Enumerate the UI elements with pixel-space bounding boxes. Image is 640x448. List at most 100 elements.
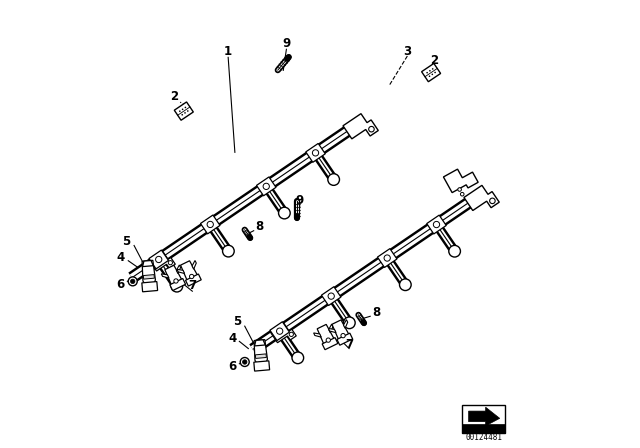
Circle shape	[243, 360, 247, 364]
Polygon shape	[149, 251, 175, 271]
Circle shape	[131, 279, 135, 284]
Circle shape	[399, 279, 411, 291]
Text: 8: 8	[255, 220, 264, 233]
Circle shape	[449, 246, 460, 257]
Circle shape	[341, 333, 345, 338]
Polygon shape	[378, 249, 397, 267]
Polygon shape	[177, 269, 184, 274]
Circle shape	[128, 277, 137, 286]
Polygon shape	[321, 287, 341, 306]
Polygon shape	[343, 114, 378, 139]
Polygon shape	[427, 215, 446, 234]
Text: 6: 6	[116, 278, 125, 291]
Polygon shape	[332, 320, 349, 342]
Text: 2: 2	[170, 90, 179, 103]
Polygon shape	[192, 260, 196, 269]
Circle shape	[156, 256, 162, 263]
Polygon shape	[200, 215, 220, 234]
Circle shape	[384, 255, 390, 261]
Polygon shape	[422, 64, 440, 82]
Circle shape	[426, 72, 428, 73]
Polygon shape	[270, 323, 296, 343]
Polygon shape	[149, 250, 168, 269]
Circle shape	[490, 198, 495, 204]
Polygon shape	[257, 177, 276, 196]
Polygon shape	[329, 324, 333, 333]
Polygon shape	[314, 333, 321, 337]
Text: 5: 5	[122, 234, 131, 248]
Circle shape	[344, 317, 355, 329]
Polygon shape	[468, 407, 500, 426]
Circle shape	[431, 73, 433, 75]
Circle shape	[276, 328, 283, 334]
Text: 9: 9	[282, 37, 291, 51]
Polygon shape	[254, 340, 268, 366]
Polygon shape	[328, 328, 336, 333]
Circle shape	[207, 221, 213, 228]
Polygon shape	[165, 265, 181, 287]
Text: 4: 4	[116, 251, 125, 264]
Circle shape	[184, 107, 186, 108]
Circle shape	[312, 150, 319, 156]
Polygon shape	[306, 143, 325, 162]
Polygon shape	[161, 274, 169, 278]
Text: 7: 7	[188, 279, 196, 293]
Text: 7: 7	[345, 337, 353, 351]
Circle shape	[432, 68, 433, 70]
Polygon shape	[174, 102, 193, 120]
Circle shape	[171, 280, 182, 292]
Text: 2: 2	[430, 54, 438, 67]
Circle shape	[223, 246, 234, 257]
Bar	[462, 405, 505, 433]
Polygon shape	[143, 260, 154, 267]
Circle shape	[326, 338, 330, 342]
Circle shape	[189, 274, 194, 279]
Polygon shape	[143, 275, 154, 279]
Circle shape	[240, 358, 249, 366]
Polygon shape	[464, 185, 499, 211]
Circle shape	[187, 110, 189, 112]
Polygon shape	[255, 340, 266, 346]
Polygon shape	[270, 322, 289, 340]
Text: 00124481: 00124481	[465, 433, 502, 442]
Polygon shape	[444, 169, 478, 193]
Circle shape	[328, 174, 339, 185]
Circle shape	[429, 75, 430, 77]
Polygon shape	[344, 319, 348, 328]
Circle shape	[458, 188, 461, 191]
Circle shape	[181, 114, 183, 116]
Circle shape	[263, 183, 269, 190]
Bar	[462, 424, 505, 433]
Circle shape	[168, 261, 172, 265]
Circle shape	[433, 221, 440, 228]
Circle shape	[182, 108, 184, 110]
Text: 8: 8	[372, 306, 380, 319]
Circle shape	[179, 110, 180, 112]
Polygon shape	[254, 361, 269, 371]
Text: 9: 9	[296, 194, 304, 207]
Polygon shape	[180, 261, 197, 283]
Circle shape	[174, 279, 178, 283]
Polygon shape	[142, 281, 157, 292]
Polygon shape	[322, 338, 338, 350]
Polygon shape	[142, 260, 156, 286]
Text: 3: 3	[403, 45, 412, 58]
Text: 6: 6	[228, 360, 237, 373]
Polygon shape	[170, 279, 186, 291]
Polygon shape	[255, 354, 266, 358]
Circle shape	[435, 72, 436, 73]
Polygon shape	[337, 333, 353, 345]
Text: 1: 1	[224, 45, 232, 58]
Circle shape	[460, 192, 464, 196]
Text: 4: 4	[228, 332, 237, 345]
Circle shape	[278, 207, 290, 219]
Polygon shape	[186, 274, 201, 286]
Circle shape	[429, 70, 431, 72]
Polygon shape	[317, 324, 333, 346]
Circle shape	[184, 112, 186, 114]
Polygon shape	[177, 265, 180, 274]
Circle shape	[369, 126, 374, 132]
Circle shape	[292, 352, 303, 364]
Text: 5: 5	[233, 315, 241, 328]
Circle shape	[328, 293, 334, 299]
